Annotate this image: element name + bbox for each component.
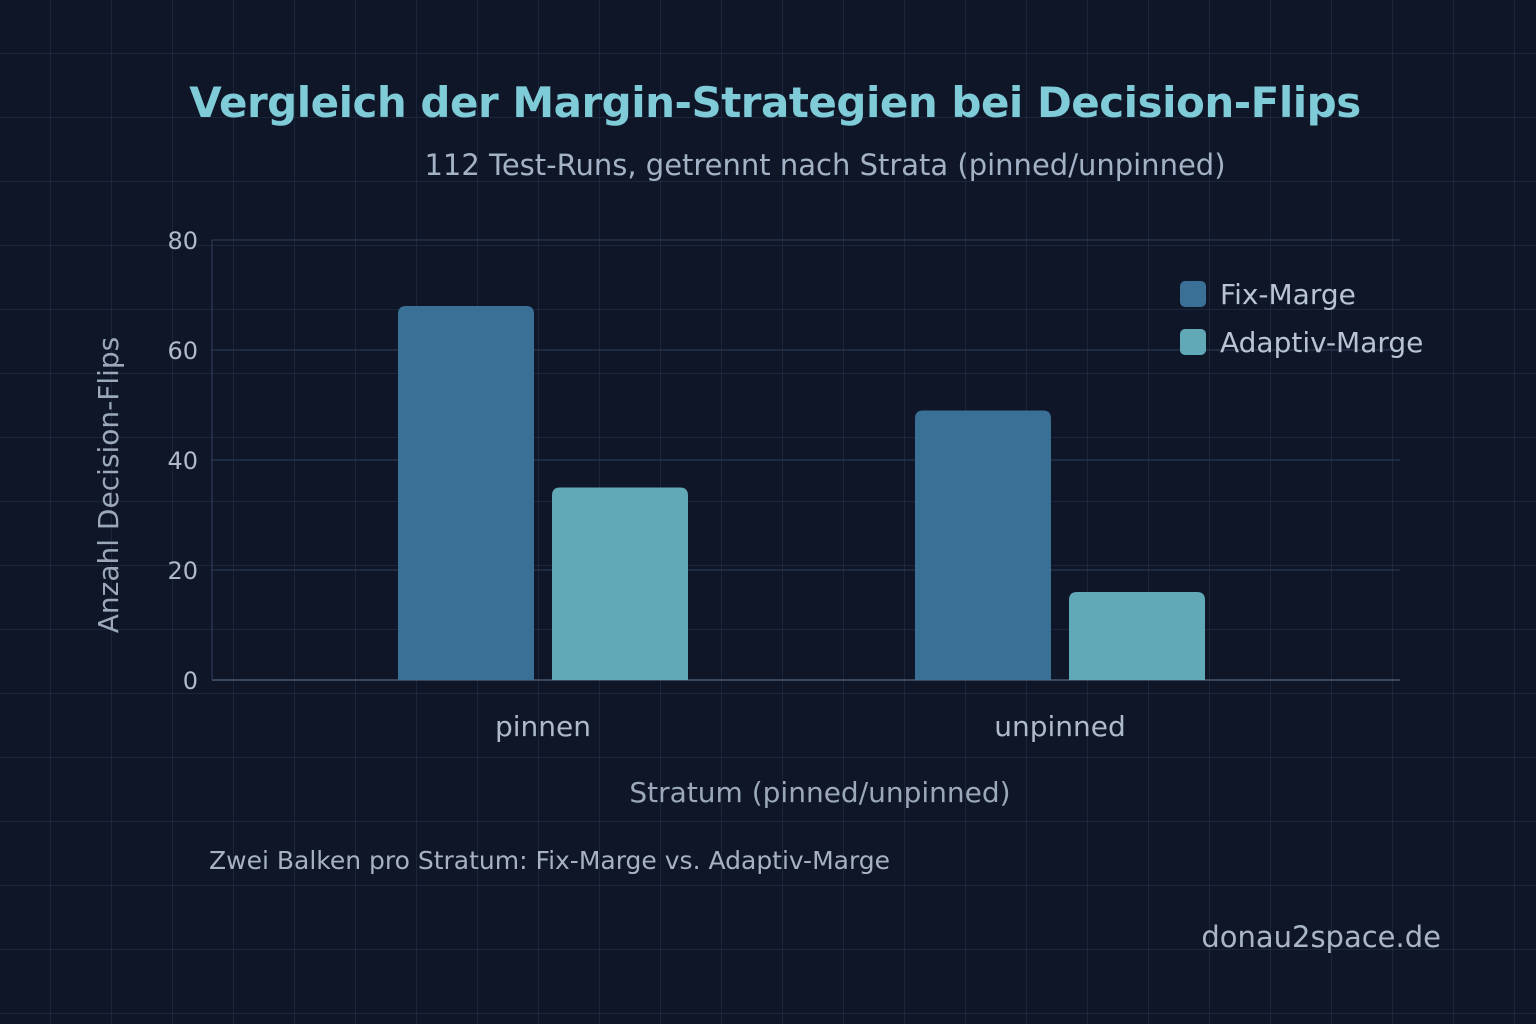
x-tick-label-unpinned: unpinned: [994, 710, 1126, 743]
bar-adaptiv-marge-pinnen: [552, 487, 688, 680]
x-tick-label-pinnen: pinnen: [495, 710, 591, 743]
legend-item-fix-marge[interactable]: Fix-Marge: [1180, 270, 1423, 318]
chart-subtitle: 112 Test-Runs, getrennt nach Strata (pin…: [424, 148, 1226, 182]
y-tick-label: 80: [167, 227, 198, 255]
legend-label: Adaptiv-Marge: [1220, 325, 1424, 359]
legend-item-adaptiv-marge[interactable]: Adaptiv-Marge: [1180, 318, 1423, 366]
y-axis-title: Anzahl Decision-Flips: [92, 337, 125, 634]
chart-title: Vergleich der Margin-Strategien bei Deci…: [189, 78, 1361, 127]
y-tick-label: 40: [167, 447, 198, 475]
legend-label: Fix-Marge: [1220, 277, 1356, 311]
legend-swatch-fix-marge: [1180, 281, 1206, 307]
bar-fix-marge-unpinned: [915, 410, 1051, 680]
source-credit: donau2space.de: [1201, 920, 1441, 954]
bar-adaptiv-marge-unpinned: [1069, 592, 1205, 680]
y-tick-label: 60: [167, 337, 198, 365]
x-axis-title: Stratum (pinned/unpinned): [629, 776, 1010, 809]
legend: Fix-Marge Adaptiv-Marge: [1180, 270, 1423, 366]
legend-swatch-adaptiv-marge: [1180, 329, 1206, 355]
axes: 0 20 40 60 80 pinnen unpinned: [167, 227, 1125, 743]
y-tick-label: 20: [167, 557, 198, 585]
y-tick-label: 0: [183, 667, 198, 695]
bar-fix-marge-pinnen: [398, 306, 534, 680]
footnote: Zwei Balken pro Stratum: Fix-Marge vs. A…: [209, 846, 891, 875]
bars: [398, 306, 1205, 680]
